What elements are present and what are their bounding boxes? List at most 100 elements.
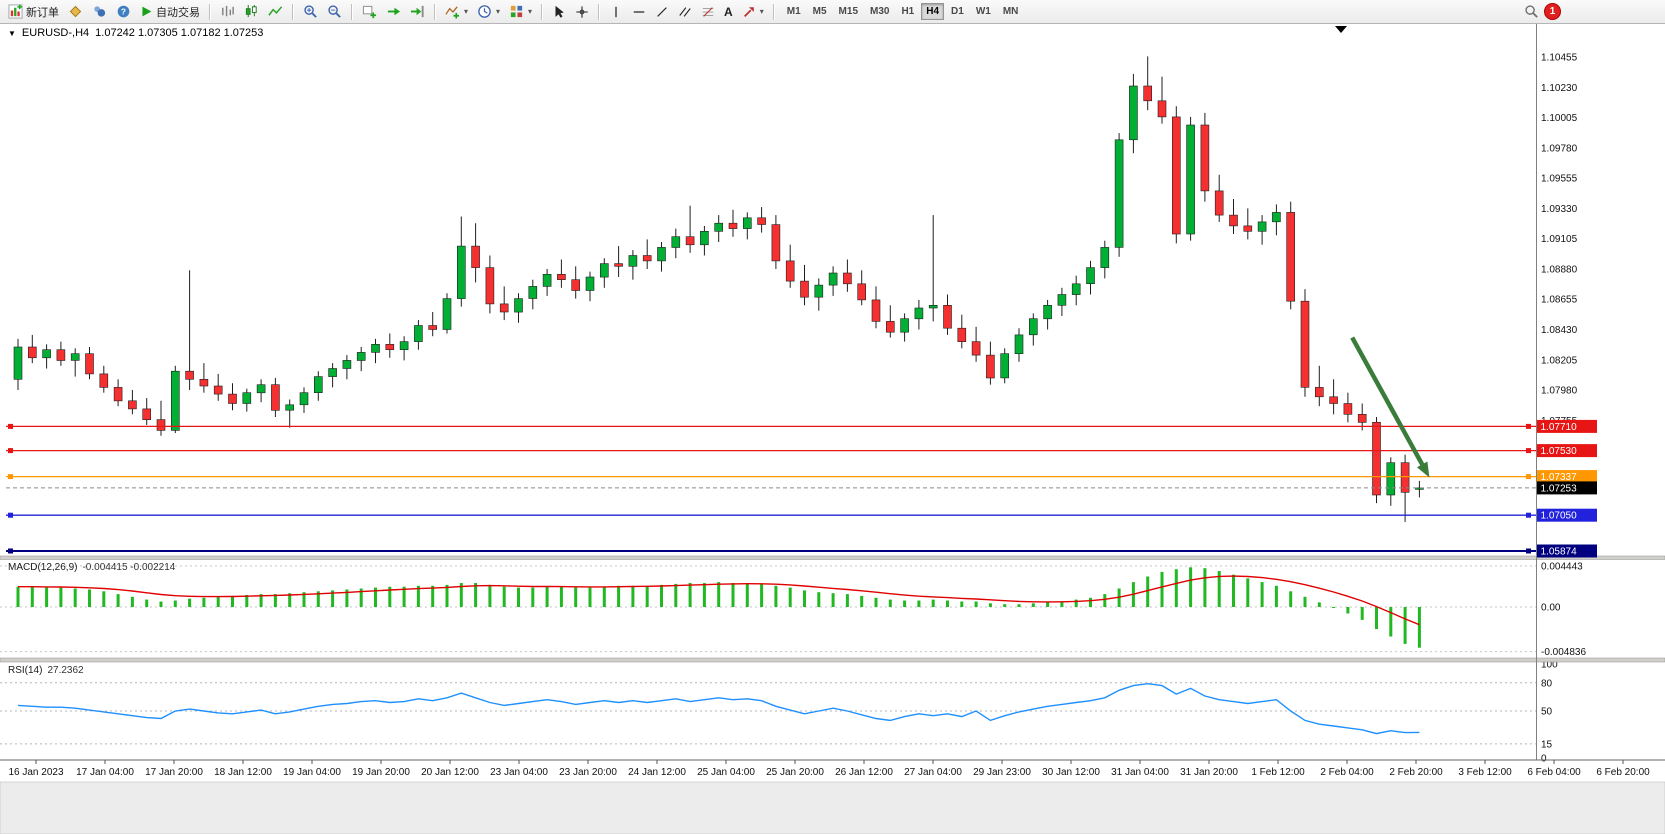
svg-text:1.08205: 1.08205 — [1541, 355, 1578, 366]
svg-text:50: 50 — [1541, 707, 1553, 718]
candlestick-series — [13, 56, 1424, 522]
support-icon[interactable]: ? — [112, 2, 135, 22]
svg-text:1.10455: 1.10455 — [1541, 53, 1578, 64]
vertical-line-tool[interactable] — [605, 2, 627, 22]
autoscroll-icon[interactable] — [382, 2, 405, 22]
time-axis-labels: 16 Jan 2023 17 Jan 04:00 17 Jan 20:00 18 Ja… — [8, 760, 1650, 778]
autotrade-button[interactable]: 自动交易 — [136, 2, 204, 22]
cursor-tool[interactable] — [548, 2, 570, 22]
chart-menu-icon[interactable]: ▼ — [8, 28, 16, 38]
bar-chart-icon[interactable] — [216, 2, 239, 22]
price-level-label: 1.07530 — [1537, 444, 1597, 458]
zoom-in-icon[interactable] — [299, 2, 322, 22]
svg-text:18 Jan 12:00: 18 Jan 12:00 — [214, 767, 272, 778]
chart-shift-marker[interactable] — [1335, 26, 1347, 33]
candlestick-chart-icon[interactable] — [240, 2, 263, 22]
timeframe-m30[interactable]: M30 — [865, 3, 894, 20]
autotrade-label: 自动交易 — [156, 6, 200, 19]
svg-text:6 Feb 20:00: 6 Feb 20:00 — [1596, 767, 1650, 778]
notification-badge[interactable]: 1 — [1544, 3, 1561, 20]
timeframe-m5[interactable]: M5 — [808, 3, 832, 20]
timeframe-h1[interactable]: H1 — [896, 3, 919, 20]
channel-tool[interactable] — [674, 2, 696, 22]
separator — [434, 3, 436, 20]
trendline-tool[interactable] — [651, 2, 673, 22]
svg-text:25 Jan 04:00: 25 Jan 04:00 — [697, 767, 755, 778]
rsi-line — [17, 682, 1420, 735]
timeframe-h4[interactable]: H4 — [921, 3, 945, 20]
line-handle[interactable] — [8, 423, 13, 429]
separator — [772, 3, 775, 20]
line-chart-icon[interactable] — [264, 2, 287, 22]
svg-text:15: 15 — [1541, 739, 1553, 750]
current-price-label: 1.07253 — [1537, 481, 1597, 495]
line-handle[interactable] — [8, 512, 13, 518]
chevron-down-icon: ▾ — [496, 7, 501, 16]
panel-splitter-rsi[interactable] — [0, 657, 1665, 663]
line-handle[interactable] — [8, 474, 13, 480]
separator — [541, 3, 544, 20]
svg-text:16 Jan 2023: 16 Jan 2023 — [8, 767, 63, 778]
horizontal-line-tool[interactable] — [628, 2, 650, 22]
macd-axis-labels: 0.004443 0.00 -0.004836 — [1541, 562, 1586, 659]
templates-button[interactable]: ▾ — [505, 2, 536, 22]
chevron-down-icon: ▾ — [759, 7, 764, 16]
deposit-icon[interactable] — [64, 2, 87, 22]
horizontal-level-line[interactable] — [6, 512, 1537, 518]
periods-button[interactable]: ▾ — [473, 2, 504, 22]
macd-label: MACD(12,26,9) -0.004415 -0.002214 — [8, 562, 175, 573]
svg-text:27 Jan 04:00: 27 Jan 04:00 — [904, 767, 962, 778]
timeframe-w1[interactable]: W1 — [971, 3, 996, 20]
line-handle[interactable] — [1526, 448, 1531, 454]
community-icon[interactable] — [88, 2, 111, 22]
svg-text:26 Jan 12:00: 26 Jan 12:00 — [835, 767, 893, 778]
chart-shift-icon[interactable] — [406, 2, 429, 22]
fibonacci-tool[interactable] — [697, 2, 719, 22]
svg-text:20 Jan 12:00: 20 Jan 12:00 — [421, 767, 479, 778]
panel-splitter-macd[interactable] — [0, 555, 1665, 560]
ohlc-values: 1.07242 1.07305 1.07182 1.07253 — [95, 27, 264, 39]
macd-gridlines — [0, 565, 1537, 653]
macd-name: MACD(12,26,9) — [8, 562, 78, 573]
price-level-label: 1.07337 — [1537, 470, 1597, 484]
new-order-button[interactable]: 新订单 — [4, 2, 63, 22]
separator — [292, 3, 294, 20]
timeframe-mn[interactable]: MN — [998, 3, 1024, 20]
search-icon[interactable] — [1520, 2, 1543, 22]
autotrade-play-icon — [140, 5, 153, 18]
crosshair-tool[interactable] — [571, 2, 593, 22]
indicators-button[interactable]: ▾ — [441, 2, 472, 22]
trend-arrow-annotation[interactable] — [1350, 336, 1430, 478]
arrows-tool[interactable]: ▾ — [738, 2, 768, 22]
rsi-label: RSI(14) 27.2362 — [8, 665, 84, 676]
horizontal-level-line[interactable] — [6, 423, 1537, 429]
timeframe-d1[interactable]: D1 — [946, 3, 969, 20]
horizontal-level-line[interactable] — [6, 548, 1537, 554]
timeframe-m1[interactable]: M1 — [782, 3, 806, 20]
svg-text:6 Feb 04:00: 6 Feb 04:00 — [1527, 767, 1581, 778]
line-handle[interactable] — [1526, 512, 1531, 518]
svg-text:30 Jan 12:00: 30 Jan 12:00 — [1042, 767, 1100, 778]
line-handle[interactable] — [1526, 548, 1531, 554]
horizontal-level-line[interactable] — [6, 474, 1537, 480]
chart-canvas[interactable]: 0.004443 0.00 -0.004836 100 80 50 15 0 1.10455 1.… — [0, 24, 1665, 834]
timeframe-m15[interactable]: M15 — [834, 3, 863, 20]
line-handle[interactable] — [1526, 474, 1531, 480]
svg-text:25 Jan 20:00: 25 Jan 20:00 — [766, 767, 824, 778]
svg-text:24 Jan 12:00: 24 Jan 12:00 — [628, 767, 686, 778]
chart-workspace[interactable]: 0.004443 0.00 -0.004836 100 80 50 15 0 1.10455 1.… — [0, 24, 1665, 834]
line-handle[interactable] — [8, 448, 13, 454]
price-level-label: 1.07710 — [1537, 419, 1597, 433]
line-handle[interactable] — [8, 548, 13, 554]
svg-text:17 Jan 20:00: 17 Jan 20:00 — [145, 767, 203, 778]
horizontal-level-line[interactable] — [6, 448, 1537, 454]
svg-text:1.05874: 1.05874 — [1541, 547, 1578, 558]
svg-text:80: 80 — [1541, 678, 1553, 689]
svg-text:1.10230: 1.10230 — [1541, 83, 1578, 94]
new-chart-icon[interactable] — [358, 2, 381, 22]
svg-text:1 Feb 12:00: 1 Feb 12:00 — [1251, 767, 1305, 778]
line-handle[interactable] — [1526, 423, 1531, 429]
zoom-out-icon[interactable] — [323, 2, 346, 22]
text-tool[interactable]: A — [720, 2, 737, 22]
horizontal-levels — [6, 423, 1537, 554]
